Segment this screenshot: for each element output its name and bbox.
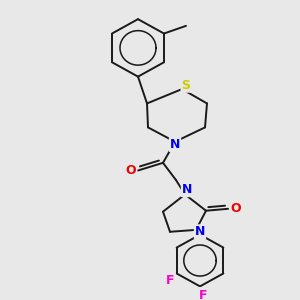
Text: N: N xyxy=(182,183,192,196)
Text: N: N xyxy=(170,138,180,151)
Text: F: F xyxy=(167,274,175,287)
Text: O: O xyxy=(231,202,241,215)
Text: N: N xyxy=(195,225,205,238)
Text: F: F xyxy=(199,289,207,300)
Text: S: S xyxy=(182,79,190,92)
Text: O: O xyxy=(126,164,136,177)
